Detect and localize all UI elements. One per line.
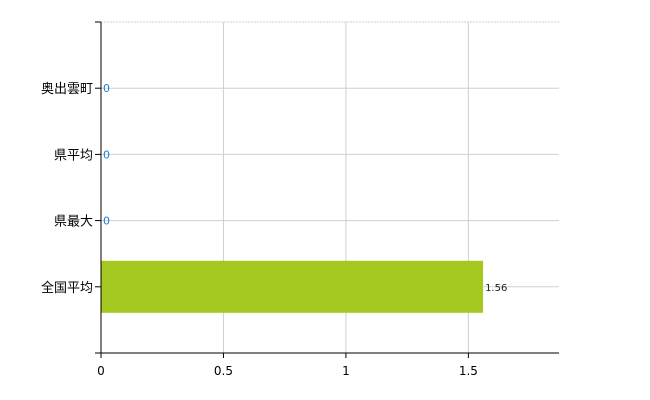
x-tick-label: 0 (97, 364, 105, 378)
category-label: 全国平均 (41, 280, 93, 296)
data-label: 0 (103, 215, 110, 228)
category-label: 県平均 (54, 148, 93, 163)
data-label: 1.56 (485, 283, 507, 294)
axes (95, 21, 559, 358)
x-tick-label: 1.5 (459, 364, 478, 378)
category-label: 奥出雲町 (41, 82, 93, 97)
x-tick-label: 1 (342, 364, 350, 378)
bars (101, 260, 484, 313)
category-label: 県最大 (54, 215, 93, 230)
x-tick-label: 0.5 (214, 364, 233, 378)
data-label: 0 (103, 82, 110, 95)
bar (101, 260, 484, 313)
data-label: 0 (103, 148, 110, 161)
gridlines (101, 21, 559, 353)
